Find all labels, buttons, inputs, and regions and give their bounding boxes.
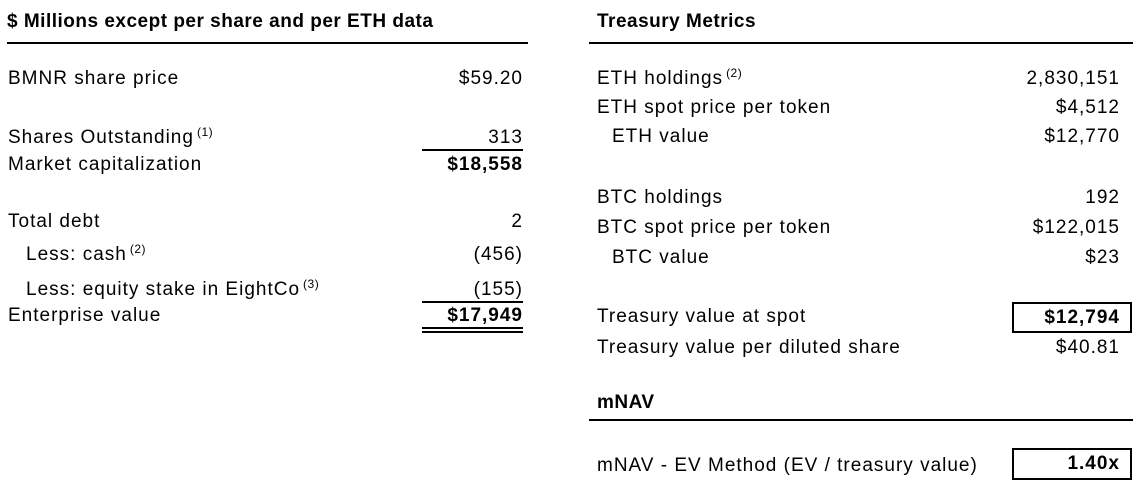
row-label: BTC spot price per token: [597, 217, 832, 238]
table-row-treasury-value-per-share: Treasury value per diluted share $40.81: [589, 337, 1133, 359]
row-label: Total debt: [8, 211, 101, 232]
row-label: BMNR share price: [8, 68, 180, 89]
table-row-market-capitalization: Market capitalization $18,558: [7, 154, 528, 176]
row-value: 313: [422, 127, 523, 151]
row-label: BTC holdings: [597, 187, 724, 208]
mnav-section-title: mNAV: [597, 392, 655, 413]
row-label: Market capitalization: [8, 154, 203, 175]
row-label: ETH value: [612, 126, 710, 147]
mnav-value-box: 1.40x: [1012, 448, 1132, 480]
row-label: mNAV - EV Method (EV / treasury value): [597, 455, 978, 476]
row-value: $23: [1085, 247, 1120, 268]
treasury-metrics-table: Treasury Metrics ETH holdings (2) 2,830,1…: [589, 0, 1133, 502]
row-value: $122,015: [1032, 217, 1120, 238]
row-label: BTC value: [612, 247, 710, 268]
row-value: $59.20: [458, 68, 523, 89]
row-value: 192: [1085, 187, 1120, 208]
valuation-table-title: $ Millions except per share and per ETH …: [7, 11, 434, 32]
row-label: Treasury value at spot: [597, 306, 807, 327]
row-value: (155): [422, 279, 523, 303]
row-label: Treasury value per diluted share: [597, 337, 901, 358]
table-row-less-equity-stake: Less: equity stake in EightCo (3) (155): [7, 277, 528, 303]
table-row-btc-value: BTC value $23: [589, 247, 1133, 269]
treasury-value-box: $12,794: [1012, 302, 1132, 333]
title-divider: [589, 419, 1133, 421]
footnote-superscript: (2): [129, 242, 146, 256]
row-label: Less: equity stake in EightCo (3): [26, 277, 320, 300]
footnote-superscript: (2): [726, 66, 743, 80]
treasury-metrics-title: Treasury Metrics: [597, 11, 757, 32]
row-label: Enterprise value: [8, 305, 162, 326]
row-value: $40.81: [1055, 337, 1120, 358]
table-row-enterprise-value: Enterprise value $17,949: [7, 305, 528, 333]
title-divider: [7, 42, 528, 44]
table-row-eth-holdings: ETH holdings (2) 2,830,151: [589, 66, 1133, 90]
row-value: $17,949: [422, 305, 523, 333]
table-row-btc-holdings: BTC holdings 192: [589, 187, 1133, 209]
row-value: $12,770: [1044, 126, 1120, 147]
row-label: Less: cash (2): [26, 242, 146, 265]
table-row-btc-spot-price: BTC spot price per token $122,015: [589, 217, 1133, 239]
table-row-mnav-ev-method: mNAV - EV Method (EV / treasury value): [589, 455, 1133, 477]
footnote-superscript: (3): [303, 277, 320, 291]
row-value: 2,830,151: [1026, 68, 1120, 89]
row-value: (456): [473, 244, 523, 265]
table-row-eth-value: ETH value $12,770: [589, 126, 1133, 148]
title-divider: [589, 42, 1133, 44]
valuation-table: $ Millions except per share and per ETH …: [7, 0, 528, 502]
row-value: $4,512: [1055, 97, 1120, 118]
row-label: ETH spot price per token: [597, 97, 832, 118]
row-label: Shares Outstanding (1): [8, 125, 214, 148]
table-row-less-cash: Less: cash (2) (456): [7, 242, 528, 266]
row-value: $18,558: [447, 154, 523, 175]
table-row-shares-outstanding: Shares Outstanding (1) 313: [7, 125, 528, 151]
footnote-superscript: (1): [196, 125, 214, 139]
table-row-treasury-value-at-spot: Treasury value at spot: [589, 306, 1133, 328]
row-value: 2: [511, 211, 523, 232]
table-row-eth-spot-price: ETH spot price per token $4,512: [589, 97, 1133, 119]
row-label: ETH holdings (2): [597, 66, 743, 89]
table-row-total-debt: Total debt 2: [7, 211, 528, 233]
table-row-bmnr-share-price: BMNR share price $59.20: [7, 68, 528, 90]
